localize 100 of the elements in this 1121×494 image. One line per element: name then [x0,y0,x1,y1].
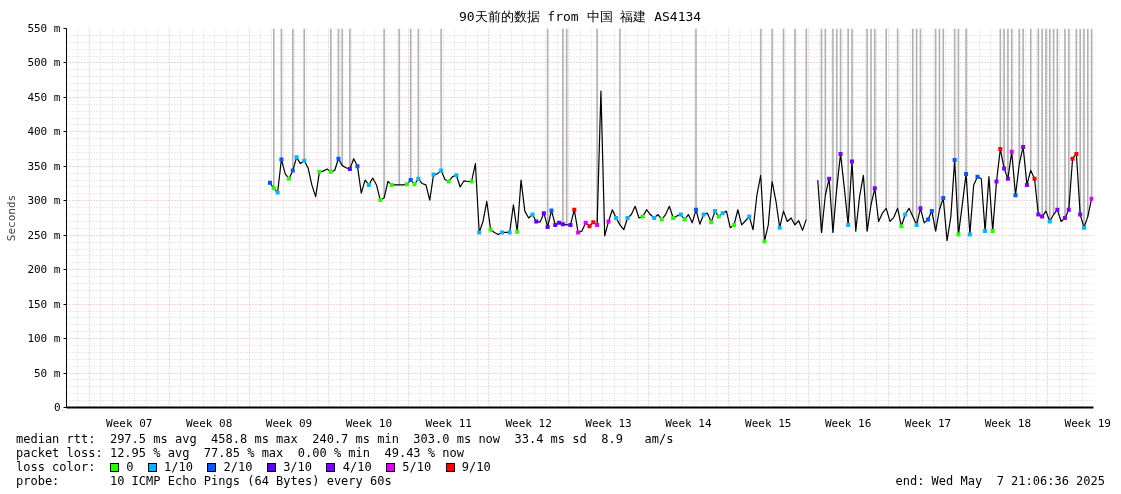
point [545,224,550,229]
x-tick-label: Week 11 [425,416,472,430]
point [378,198,383,203]
point [587,224,592,229]
point [652,216,657,220]
point [595,222,600,227]
point [404,182,409,187]
point [762,239,767,244]
point [507,230,512,235]
point [576,230,581,235]
y-tick-label: 500 m [27,56,61,70]
point [549,208,554,213]
point [872,186,877,191]
point [408,178,413,183]
point [560,222,565,227]
legend-label: 4/10 [342,460,372,474]
point [941,196,946,201]
point [849,159,854,164]
point [279,157,284,162]
point [1074,151,1079,156]
text: end: Wed May 7 21:06:36 2025 [895,474,1105,488]
point [1055,207,1060,212]
point [952,158,957,163]
point [606,219,611,224]
point [838,151,843,156]
point [416,176,421,181]
point [336,156,341,161]
point [694,207,699,212]
point [926,217,931,222]
x-tick-label: Week 07 [106,416,153,430]
point [1024,182,1029,187]
y-tick-label: 50 m [34,366,61,380]
point [1047,219,1052,224]
point [591,220,596,225]
text: packet loss: 12.95 % avg 77.85 % max 0.00 % min 49.43 % now [16,446,465,460]
point [713,209,718,214]
x-tick-label: Week 10 [345,416,393,430]
legend-label: 1/10 [164,460,193,474]
point [975,174,980,179]
x-tick-label: Week 13 [585,416,632,430]
point [355,164,360,169]
point [268,180,272,185]
point [846,222,851,227]
point [716,214,721,219]
point [275,190,280,195]
point [446,179,451,184]
y-tick-label: 0 [53,401,61,414]
point [671,216,676,220]
point [439,168,444,173]
legend-title: loss color: [16,460,97,474]
point [572,207,577,212]
point [294,155,299,160]
point [412,182,417,187]
point [568,222,573,227]
point [709,220,714,225]
text: probe: 10 ICMP Echo Pings (64 Bytes) every 60s [16,474,392,488]
point [557,220,562,225]
point [488,227,493,232]
point [1066,207,1071,212]
point [827,176,832,181]
point [469,179,474,184]
point [1009,149,1014,154]
y-tick-label: 400 m [27,125,61,139]
point [287,176,292,181]
legend-label: 0 [126,460,134,474]
x-tick-label: Week 14 [665,416,712,430]
point [1005,176,1010,181]
chart-title: 90天前的数据 from 中国 福建 AS4134 [458,8,702,24]
x-tick-label: Week 09 [265,416,313,430]
y-tick-label: 150 m [27,297,61,311]
point [553,222,558,227]
x-tick-label: Week 19 [1064,416,1111,430]
point [964,171,969,176]
point [625,216,630,220]
y-tick-label: 350 m [27,159,61,173]
x-tick-label: Week 08 [185,416,233,430]
point [1040,214,1045,219]
point [500,230,505,235]
point [614,216,619,220]
point [914,222,919,227]
point [1062,216,1067,220]
point [1078,212,1083,217]
point [659,217,664,222]
point [515,229,520,234]
point [530,212,535,217]
x-tick-label: Week 18 [984,416,1032,430]
point [1013,193,1018,198]
legend-label: 2/10 [223,460,253,474]
point [1036,212,1041,217]
point [1021,145,1026,150]
legend-label: 9/10 [461,460,491,474]
x-tick-label: Week 17 [904,416,952,430]
point [994,179,999,184]
point [366,182,371,187]
y-tick-label: 100 m [27,332,61,346]
point [271,186,276,191]
y-tick-label: 200 m [27,263,61,277]
text: median rtt: 297.5 ms avg 458.8 ms max 240.7 ms min 303.0 ms now 33.4 ms sd 8.9 am/s [16,432,675,446]
point [903,212,908,217]
point [1032,176,1037,181]
